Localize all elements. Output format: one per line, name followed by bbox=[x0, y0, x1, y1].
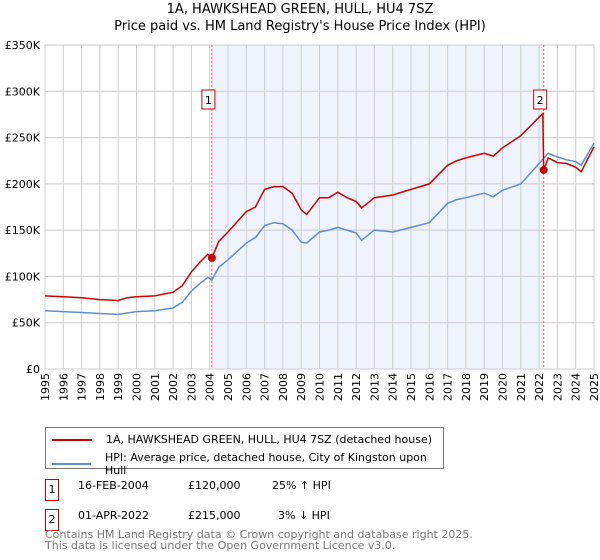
x-tick-label: 2007 bbox=[259, 373, 272, 401]
x-tick-label: 2019 bbox=[478, 373, 491, 401]
footer-line: Contains HM Land Registry data © Crown c… bbox=[45, 528, 473, 541]
x-tick-label: 2006 bbox=[240, 373, 253, 401]
x-tick-label: 2009 bbox=[295, 373, 308, 401]
legend-label: HPI: Average price, detached house, City… bbox=[104, 451, 427, 477]
x-tick-label: 2022 bbox=[533, 373, 546, 401]
x-tick-label: 1997 bbox=[76, 373, 89, 401]
legend-item-property: 1A, HAWKSHEAD GREEN, HULL, HU4 7SZ (deta… bbox=[52, 433, 432, 446]
sale-hpi: 25% ↑ HPI bbox=[272, 479, 331, 492]
x-tick-label: 2000 bbox=[131, 373, 144, 401]
x-tick-label: 1995 bbox=[39, 373, 52, 401]
legend-item-hpi: HPI: Average price, detached house, City… bbox=[52, 451, 443, 477]
sale-badge: 2 bbox=[45, 509, 59, 531]
hpi-line bbox=[44, 142, 595, 316]
annotation-box bbox=[533, 89, 548, 110]
footer-line: This data is licensed under the Open Gov… bbox=[45, 539, 396, 552]
x-tick-label: 1996 bbox=[57, 373, 70, 401]
legend-label: 1A, HAWKSHEAD GREEN, HULL, HU4 7SZ (deta… bbox=[106, 433, 433, 446]
legend: 1A, HAWKSHEAD GREEN, HULL, HU4 7SZ (deta… bbox=[45, 427, 444, 477]
chart-title: 1A, HAWKSHEAD GREEN, HULL, HU4 7SZ bbox=[166, 2, 434, 17]
legend-swatch-red bbox=[52, 438, 92, 441]
x-tick-label: 2012 bbox=[350, 373, 363, 401]
sale-hpi: 3% ↓ HPI bbox=[278, 509, 330, 522]
x-tick-label: 2021 bbox=[515, 373, 528, 401]
sale-row: 2 01-APR-2022 £215,000 3% ↓ HPI bbox=[45, 505, 445, 531]
annotation-label: 1 bbox=[205, 94, 212, 107]
x-tick-label: 2018 bbox=[460, 373, 473, 401]
annotation-label: 2 bbox=[537, 94, 544, 107]
x-tick-label: 2011 bbox=[332, 373, 345, 401]
sale-badge: 1 bbox=[45, 479, 59, 501]
x-tick-label: 2025 bbox=[588, 373, 600, 401]
legend-swatch-blue bbox=[52, 463, 91, 465]
x-tick-label: 2016 bbox=[423, 373, 436, 401]
x-tick-label: 2004 bbox=[204, 373, 217, 401]
x-tick-label: 2023 bbox=[551, 373, 564, 401]
y-tick-label: £50K bbox=[12, 317, 41, 330]
footer: Contains HM Land Registry data © Crown c… bbox=[45, 529, 473, 551]
x-tick-label: 2020 bbox=[497, 373, 510, 401]
price-chart: 1995 1996 1997 1998 1999 2000 2001 2002 2003 2004… bbox=[5, 39, 600, 401]
x-tick-label: 1998 bbox=[94, 373, 107, 401]
sale-price: £120,000 bbox=[188, 479, 241, 492]
x-tick-label: 2014 bbox=[387, 373, 400, 401]
y-tick-label: £300K bbox=[5, 85, 41, 98]
sale-point bbox=[207, 253, 216, 262]
sale-point bbox=[539, 165, 548, 174]
x-tick-label: 2013 bbox=[368, 373, 381, 401]
x-tick-label: 2024 bbox=[570, 373, 583, 401]
y-tick-label: £150K bbox=[5, 224, 41, 237]
x-tick-label: 2017 bbox=[442, 373, 455, 401]
x-tick-label: 2008 bbox=[277, 373, 290, 401]
annotation-box bbox=[201, 89, 216, 110]
property-price-line bbox=[44, 111, 595, 302]
x-tick-label: 2015 bbox=[405, 373, 418, 401]
sale-date: 16-FEB-2004 bbox=[78, 479, 149, 492]
x-tick-label: 2010 bbox=[314, 373, 327, 401]
chart-subtitle: Price paid vs. HM Land Registry's House … bbox=[114, 19, 486, 34]
x-tick-label: 2005 bbox=[222, 373, 235, 401]
sale-row: 1 16-FEB-2004 £120,000 25% ↑ HPI bbox=[45, 475, 445, 501]
sale-price: £215,000 bbox=[188, 509, 241, 522]
y-tick-label: £100K bbox=[5, 270, 41, 283]
y-tick-label: £250K bbox=[5, 132, 41, 145]
x-tick-label: 2001 bbox=[149, 373, 162, 401]
y-tick-label: £0 bbox=[26, 363, 40, 376]
x-tick-label: 2002 bbox=[167, 373, 180, 401]
y-tick-label: £350K bbox=[5, 39, 41, 52]
x-tick-label: 2003 bbox=[185, 373, 198, 401]
sale-date: 01-APR-2022 bbox=[78, 509, 150, 522]
x-tick-label: 1999 bbox=[112, 373, 125, 401]
plot-border bbox=[44, 44, 595, 370]
shaded-ownership-range bbox=[211, 45, 544, 369]
y-tick-label: £200K bbox=[5, 178, 41, 191]
